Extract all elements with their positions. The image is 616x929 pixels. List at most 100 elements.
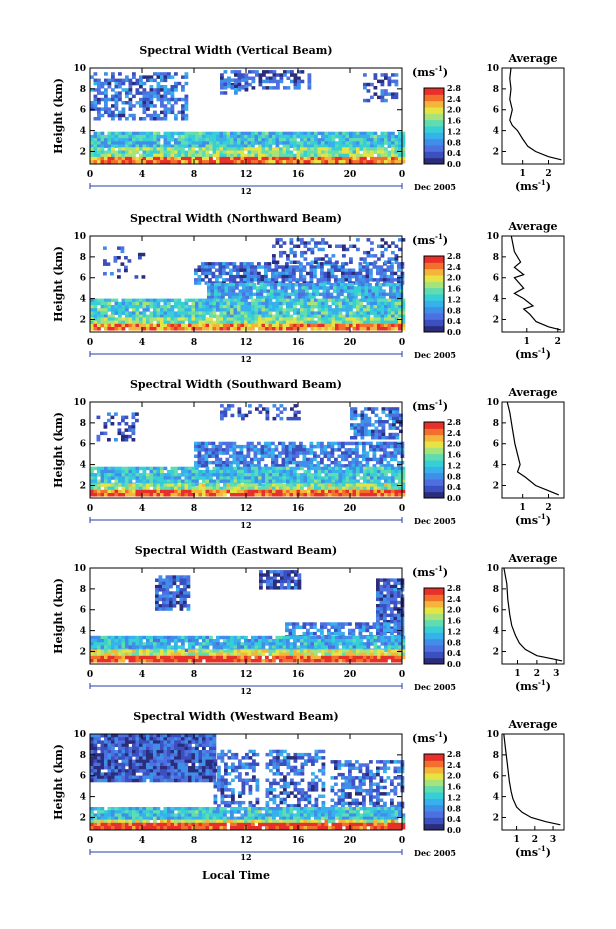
x-tick-label: 4 bbox=[139, 338, 145, 348]
heatmap-cell bbox=[103, 246, 107, 250]
heatmap-cell bbox=[314, 257, 318, 261]
heatmap-cell bbox=[170, 75, 175, 79]
heatmap-cell bbox=[387, 301, 392, 306]
heatmap-cell bbox=[334, 625, 338, 629]
heatmap-cell bbox=[337, 268, 342, 272]
heatmap-cell bbox=[307, 489, 311, 494]
heatmap-cell bbox=[321, 327, 325, 331]
heatmap-cell bbox=[366, 98, 371, 103]
heatmap-cell bbox=[327, 628, 331, 633]
heatmap-cell bbox=[177, 298, 182, 303]
heatmap-cell bbox=[211, 271, 216, 276]
heatmap-cell bbox=[310, 156, 315, 161]
heatmap-cell bbox=[205, 134, 210, 139]
heatmap-cell bbox=[342, 320, 346, 325]
heatmap-cell bbox=[184, 323, 189, 328]
avg-y-tick-label: 4 bbox=[493, 127, 499, 137]
heatmap-cell bbox=[387, 79, 392, 84]
heatmap-cell bbox=[307, 479, 311, 483]
heatmap-cell bbox=[149, 320, 154, 325]
date-label: Dec 2005 bbox=[414, 350, 456, 360]
heatmap-cell bbox=[107, 476, 112, 480]
heatmap-cell bbox=[223, 476, 227, 480]
heatmap-cell bbox=[383, 457, 387, 462]
heatmap-cell bbox=[373, 76, 378, 80]
heatmap-cell bbox=[160, 317, 164, 321]
heatmap-cell bbox=[146, 327, 150, 331]
heatmap-cell bbox=[354, 289, 358, 293]
heatmap-cell bbox=[377, 244, 381, 248]
heatmap-cell bbox=[160, 493, 164, 497]
heatmap-cell bbox=[390, 457, 394, 462]
heatmap-cell bbox=[362, 622, 366, 626]
heatmap-cell bbox=[153, 323, 157, 328]
heatmap-cell bbox=[230, 469, 234, 474]
heatmap-cell bbox=[127, 259, 132, 263]
heatmap-cell bbox=[342, 301, 346, 306]
heatmap-cell bbox=[237, 141, 241, 145]
y-tick-label: 10 bbox=[73, 64, 86, 74]
heatmap-cell bbox=[384, 92, 388, 96]
heatmap-cell bbox=[310, 327, 315, 331]
heatmap-cell bbox=[322, 295, 327, 300]
heatmap-cell bbox=[376, 588, 380, 592]
heatmap-cell bbox=[293, 79, 298, 84]
heatmap-cell bbox=[229, 464, 233, 468]
heatmap-cell bbox=[299, 262, 303, 266]
heatmap-cell bbox=[345, 476, 350, 480]
heatmap-cell bbox=[270, 289, 274, 293]
heatmap-cell bbox=[128, 113, 133, 118]
heatmap-cell bbox=[111, 156, 115, 161]
heatmap-cell bbox=[264, 448, 268, 452]
heatmap-cell bbox=[394, 260, 399, 264]
heatmap-cell bbox=[245, 286, 250, 290]
heatmap-cell bbox=[265, 160, 269, 164]
heatmap-cell bbox=[257, 265, 261, 269]
heatmap-cell bbox=[387, 317, 392, 321]
heatmap-cell bbox=[121, 479, 126, 483]
heatmap-cell bbox=[124, 268, 128, 273]
heatmap-cell bbox=[114, 134, 119, 139]
heatmap-cell bbox=[310, 150, 315, 154]
heatmap-cell bbox=[381, 436, 386, 440]
heatmap-cell bbox=[298, 286, 302, 290]
heatmap-cell bbox=[373, 476, 378, 480]
heatmap-cell bbox=[280, 286, 285, 290]
heatmap-cell bbox=[93, 639, 98, 643]
heatmap-cell bbox=[240, 138, 245, 142]
heatmap-cell bbox=[128, 645, 133, 649]
heatmap-cell bbox=[274, 271, 279, 276]
heatmap-cell bbox=[244, 147, 248, 151]
heatmap-cell bbox=[335, 483, 339, 487]
heatmap-cell bbox=[153, 138, 157, 142]
heatmap-cell bbox=[300, 301, 304, 306]
heatmap-cell bbox=[204, 457, 209, 462]
heatmap-cell bbox=[170, 476, 175, 480]
heatmap-cell bbox=[111, 486, 115, 491]
colorbar-swatch bbox=[424, 460, 444, 467]
heatmap-cell bbox=[165, 584, 170, 589]
heatmap-cell bbox=[321, 131, 325, 136]
heatmap-cell bbox=[128, 473, 133, 477]
heatmap-cell bbox=[390, 594, 394, 598]
avg-units-close: ) bbox=[546, 514, 551, 527]
heatmap-cell bbox=[216, 320, 220, 325]
heatmap-cell bbox=[128, 91, 133, 95]
heatmap-cell bbox=[299, 448, 303, 452]
heatmap-cell bbox=[390, 584, 394, 589]
heatmap-cell bbox=[293, 410, 298, 414]
heatmap-cell bbox=[226, 469, 231, 474]
heatmap-cell bbox=[121, 639, 126, 643]
heatmap-cell bbox=[201, 271, 205, 276]
heatmap-cell bbox=[398, 147, 402, 151]
heatmap-cell bbox=[268, 323, 273, 328]
heatmap-cell bbox=[359, 320, 364, 325]
heatmap-cell bbox=[389, 283, 393, 287]
heatmap-cell bbox=[223, 144, 227, 148]
heatmap-cell bbox=[310, 466, 315, 471]
heatmap-cell bbox=[201, 464, 205, 468]
heatmap-cell bbox=[314, 156, 318, 161]
heatmap-cell bbox=[335, 314, 339, 319]
heatmap-cell bbox=[377, 147, 381, 151]
colorbar-tick-label: 0.4 bbox=[447, 482, 461, 492]
